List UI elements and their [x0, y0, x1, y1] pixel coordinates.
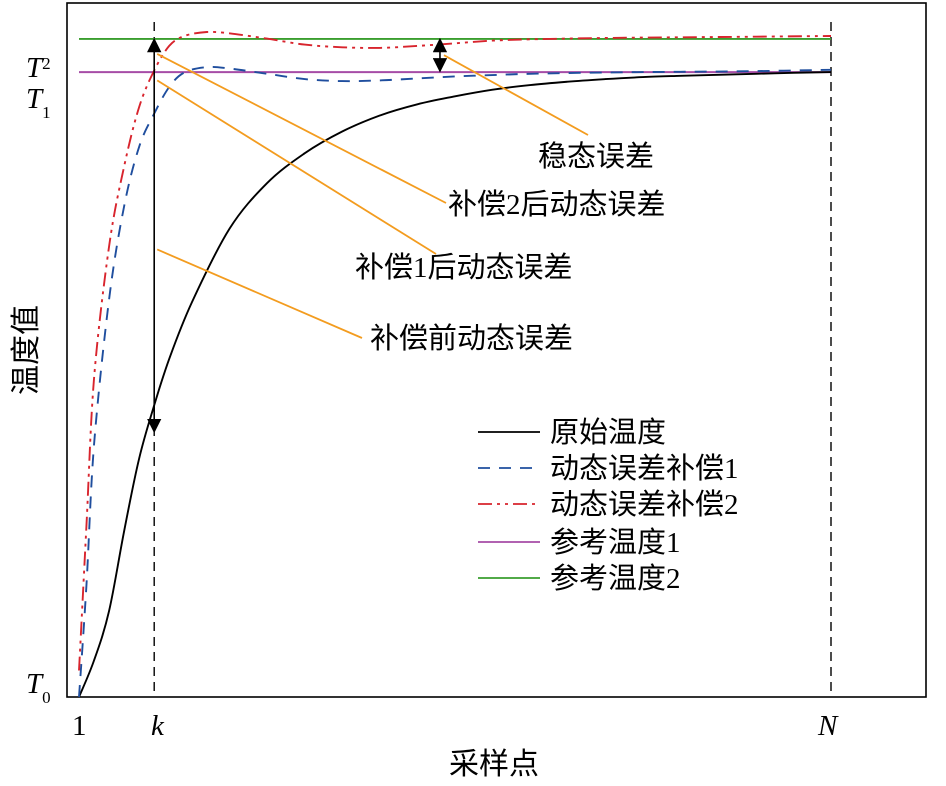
leader-steady-error: [443, 54, 589, 136]
legend-label-original-temp: 原始温度: [550, 416, 666, 449]
x-tick-N: N: [817, 710, 839, 742]
legend-label-ref2: 参考温度2: [550, 562, 681, 595]
axes-box: [66, 2, 927, 698]
series-comp1: [78, 65, 832, 698]
leader-before-comp-dynamic-error: [156, 248, 363, 339]
leader-comp2-dynamic-error: [156, 53, 447, 204]
annotation-comp2-dynamic-error: 补偿2后动态误差: [448, 188, 666, 221]
y-axis-label: 温度值: [10, 305, 43, 395]
x-tick-k: k: [151, 710, 165, 742]
error-arrows: [146, 37, 448, 434]
series-lines: [78, 30, 832, 698]
legend: 原始温度 动态误差补偿1 动态误差补偿2 参考温度1 参考温度2: [478, 416, 739, 595]
vertical-marker-lines: [153, 22, 832, 697]
annotation-leader-lines: [156, 53, 589, 339]
annotation-comp1-dynamic-error: 补偿1后动态误差: [355, 251, 573, 284]
legend-label-comp2: 动态误差补偿2: [550, 488, 739, 521]
x-axis-tick-labels: 1 k N: [72, 710, 839, 742]
x-tick-1: 1: [72, 710, 87, 742]
y-axis-tick-labels: T2 T1 T0: [26, 52, 51, 707]
series-comp2: [78, 30, 832, 671]
legend-label-ref1: 参考温度1: [550, 526, 681, 559]
y-tick-T0: T0: [26, 668, 51, 707]
series-original-temp: [78, 71, 832, 698]
annotation-texts: 稳态误差 补偿2后动态误差 补偿1后动态误差 补偿前动态误差: [355, 140, 666, 355]
leader-comp1-dynamic-error: [156, 79, 437, 255]
annotation-steady-error: 稳态误差: [538, 140, 654, 173]
y-tick-T1: T1: [26, 83, 51, 122]
x-axis-label: 采样点: [449, 748, 539, 781]
annotation-before-comp-dynamic-error: 补偿前动态误差: [370, 322, 573, 355]
legend-label-comp1: 动态误差补偿1: [550, 452, 739, 485]
plot-frame: [66, 2, 927, 698]
y-tick-T2: T2: [26, 52, 51, 84]
